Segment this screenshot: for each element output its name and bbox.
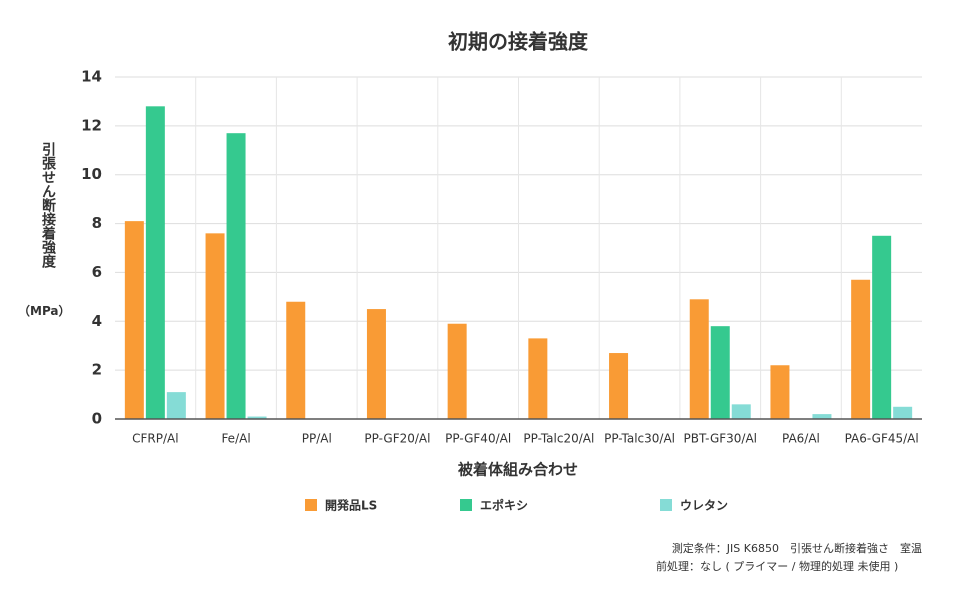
x-axis-label: 被着体組み合わせ	[458, 461, 578, 479]
legend-label: エポキシ	[480, 498, 528, 513]
bar	[286, 301, 306, 419]
x-tick-label: PP/Al	[302, 432, 332, 446]
y-tick-label: 12	[81, 116, 102, 134]
x-tick-label: CFRP/Al	[132, 432, 178, 446]
bar	[893, 406, 913, 419]
x-tick-label: PA6-GF45/Al	[845, 432, 919, 446]
note: 測定条件：JIS K6850 引張せん断接着強さ 室温	[672, 541, 922, 555]
y-axis-unit: （MPa）	[18, 304, 71, 318]
bar	[851, 279, 871, 419]
legend-swatch	[660, 499, 672, 511]
bar	[689, 299, 709, 419]
bar	[812, 414, 832, 419]
y-tick-label: 6	[92, 263, 102, 281]
bar	[447, 323, 467, 419]
bar	[770, 365, 790, 419]
y-tick-label: 10	[81, 165, 102, 183]
bar	[710, 326, 730, 419]
bar	[872, 235, 892, 419]
bar	[145, 106, 165, 420]
bar	[226, 133, 246, 419]
bar	[124, 221, 144, 419]
bar	[366, 309, 386, 419]
x-tick-label: Fe/Al	[221, 432, 250, 446]
bar	[731, 404, 751, 419]
bar	[528, 338, 548, 419]
bar	[609, 353, 629, 419]
bar	[247, 416, 267, 419]
y-tick-label: 8	[92, 214, 102, 232]
legend-swatch	[305, 499, 317, 511]
x-tick-label: PBT-GF30/Al	[683, 432, 757, 446]
x-tick-label: PA6/Al	[782, 432, 820, 446]
y-tick-label: 14	[81, 68, 102, 86]
note: 前処理：なし ( プライマー / 物理的処理 未使用 )	[656, 559, 898, 573]
bar	[166, 392, 186, 419]
chart-title: 初期の接着強度	[448, 30, 589, 54]
x-tick-label: PP-Talc20/Al	[523, 432, 594, 446]
legend-swatch	[460, 499, 472, 511]
x-tick-label: PP-GF20/Al	[364, 432, 430, 446]
x-tick-label: PP-Talc30/Al	[604, 432, 675, 446]
y-tick-label: 4	[92, 312, 102, 330]
legend-label: 開発品LS	[325, 498, 377, 513]
bar	[205, 233, 225, 419]
x-tick-label: PP-GF40/Al	[445, 432, 511, 446]
legend-label: ウレタン	[680, 499, 728, 513]
y-tick-label: 2	[92, 361, 102, 379]
y-tick-label: 0	[92, 410, 102, 428]
y-axis-label: 引張せん断接着強度	[40, 142, 56, 268]
